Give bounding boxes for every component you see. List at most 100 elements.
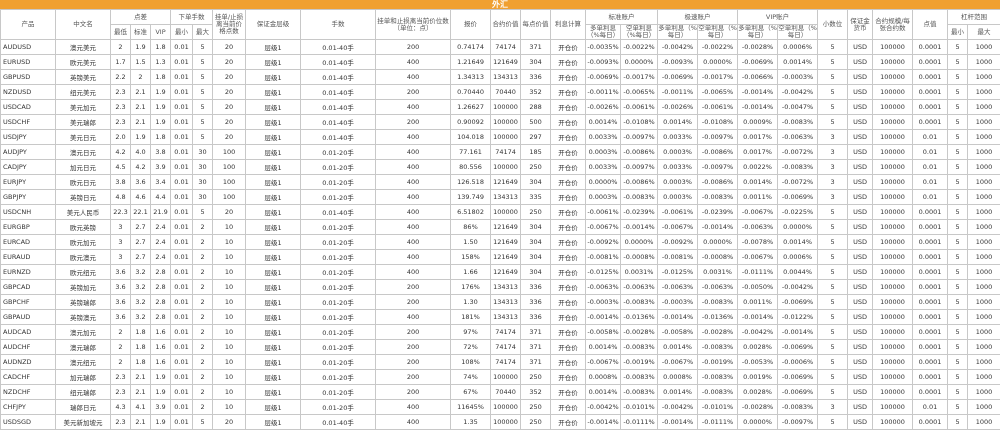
cell: 1000 <box>967 129 1000 145</box>
cell: -0.0069% <box>777 384 819 400</box>
column-header: 挂单和止损离当前价位数（单位：点） <box>375 9 452 40</box>
cell: 200 <box>375 384 452 400</box>
cell: 2 <box>192 264 214 280</box>
cell: 0.01 <box>170 39 194 55</box>
cell: 0.0001 <box>912 294 949 310</box>
cell: -0.0101% <box>697 399 739 415</box>
cell: 3 <box>817 174 849 190</box>
cell: 2 <box>110 339 131 355</box>
cell: 0.01-20手 <box>300 144 377 160</box>
cell: 0.0033% <box>585 159 622 175</box>
cell: 1.9 <box>149 414 172 430</box>
cell: -0.0042% <box>777 279 819 295</box>
cell: 0.01 <box>170 339 194 355</box>
cell: 0.01 <box>170 249 194 265</box>
cell: 开仓价 <box>550 279 587 295</box>
sub-header: 最大 <box>192 24 214 40</box>
row: EURUSD 欧元美元 1.7 1.5 1.3 0.01 5 20 层级1 0.01-40手 400… <box>0 54 1000 70</box>
cell: 0.01-20手 <box>300 369 377 385</box>
cell: -0.0028% <box>737 39 779 55</box>
cell: 5 <box>817 84 849 100</box>
cell: 层级1 <box>245 69 302 85</box>
row: EURGBP 欧元英镑 3 2.7 2.4 0.01 2 10 层级1 0.01-20手 400 86… <box>0 219 1000 235</box>
cell: 400 <box>375 174 452 190</box>
cell: 层级1 <box>245 309 302 325</box>
row: AUDJPY 澳元日元 4.2 4.0 3.8 0.01 30 100 层级1 0.01-20手 4… <box>0 144 1000 160</box>
cell: 10 <box>212 369 247 385</box>
cell: 100000 <box>872 354 914 370</box>
cell: 0.0000% <box>777 219 819 235</box>
row: GBPUSD 英镑美元 2.2 2 1.8 0.01 5 20 层级1 0.01-40手 400 1.… <box>0 69 1000 85</box>
cell: 开仓价 <box>550 264 587 280</box>
cell: 70440 <box>490 384 522 400</box>
cell: -0.0026% <box>585 99 622 115</box>
cell: 1000 <box>967 144 1000 160</box>
cell: 层级1 <box>245 369 302 385</box>
cell: USD <box>847 204 874 220</box>
cell: 1000 <box>967 324 1000 340</box>
cell: 5 <box>817 264 849 280</box>
cell: 3.6 <box>110 264 131 280</box>
cell: 121649 <box>490 219 522 235</box>
cell: 200 <box>375 369 452 385</box>
cell: 10 <box>212 264 247 280</box>
cell: 100000 <box>872 264 914 280</box>
cell: 0.0011% <box>737 294 779 310</box>
cell: 336 <box>520 279 552 295</box>
cell: 英镑澳元 <box>55 309 111 325</box>
cell: 1000 <box>967 354 1000 370</box>
cell: -0.0083% <box>620 384 659 400</box>
cell: -0.0061% <box>657 204 699 220</box>
cell: 100000 <box>490 129 522 145</box>
cell: 20 <box>212 204 247 220</box>
cell: GBPUSD <box>0 69 56 85</box>
cell: 0.0003% <box>585 189 622 205</box>
cell: 0.0000% <box>620 54 659 70</box>
cell: 400 <box>375 264 452 280</box>
cell: 加元瑞郎 <box>55 369 111 385</box>
cell: 0.0019% <box>737 369 779 385</box>
group-header: 杠杆范围 <box>947 9 1000 25</box>
sub-header: 空单利息（%每日） <box>697 24 739 40</box>
cell: 371 <box>520 324 552 340</box>
cell: USDCNH <box>0 204 56 220</box>
cell: 0.01 <box>912 129 949 145</box>
row: USDCNH 美元人民币 22.3 22.1 21.9 0.01 5 20 层级1 0.01-40… <box>0 204 1000 220</box>
cell: 400 <box>375 399 452 415</box>
cell: 5 <box>192 414 214 430</box>
cell: 400 <box>375 219 452 235</box>
cell: -0.0058% <box>585 324 622 340</box>
cell: 297 <box>520 129 552 145</box>
cell: 20 <box>212 99 247 115</box>
cell: -0.0239% <box>620 204 659 220</box>
cell: -0.0014% <box>657 414 699 430</box>
cell: 2.3 <box>110 414 131 430</box>
cell: 5 <box>947 369 969 385</box>
cell: -0.0069% <box>657 69 699 85</box>
cell: 400 <box>375 234 452 250</box>
cell: 20 <box>212 129 247 145</box>
cell: 层级1 <box>245 294 302 310</box>
cell: 5 <box>817 354 849 370</box>
cell: 4.2 <box>110 144 131 160</box>
cell: GBPJPY <box>0 189 56 205</box>
cell: 2 <box>192 384 214 400</box>
cell: 层级1 <box>245 399 302 415</box>
cell: -0.0003% <box>657 294 699 310</box>
cell: 400 <box>375 99 452 115</box>
cell: 3 <box>817 159 849 175</box>
cell: USD <box>847 114 874 130</box>
cell: 0.0014% <box>585 384 622 400</box>
cell: 纽元美元 <box>55 84 111 100</box>
cell: 0.0014% <box>777 234 819 250</box>
cell: 0.0001 <box>912 54 949 70</box>
cell: -0.0111% <box>697 414 739 430</box>
cell: 11645% <box>450 399 492 415</box>
cell: 176% <box>450 279 492 295</box>
cell: 100000 <box>872 369 914 385</box>
cell: 0.0014% <box>737 174 779 190</box>
header-row: 最低 标准 VIP 最小 最大 多单利息（%每日） 空单利息（%每日） 多单利息（%每日） 空单… <box>1 24 1000 40</box>
cell: 1000 <box>967 189 1000 205</box>
cell: -0.0097% <box>777 414 819 430</box>
cell: 10 <box>212 339 247 355</box>
